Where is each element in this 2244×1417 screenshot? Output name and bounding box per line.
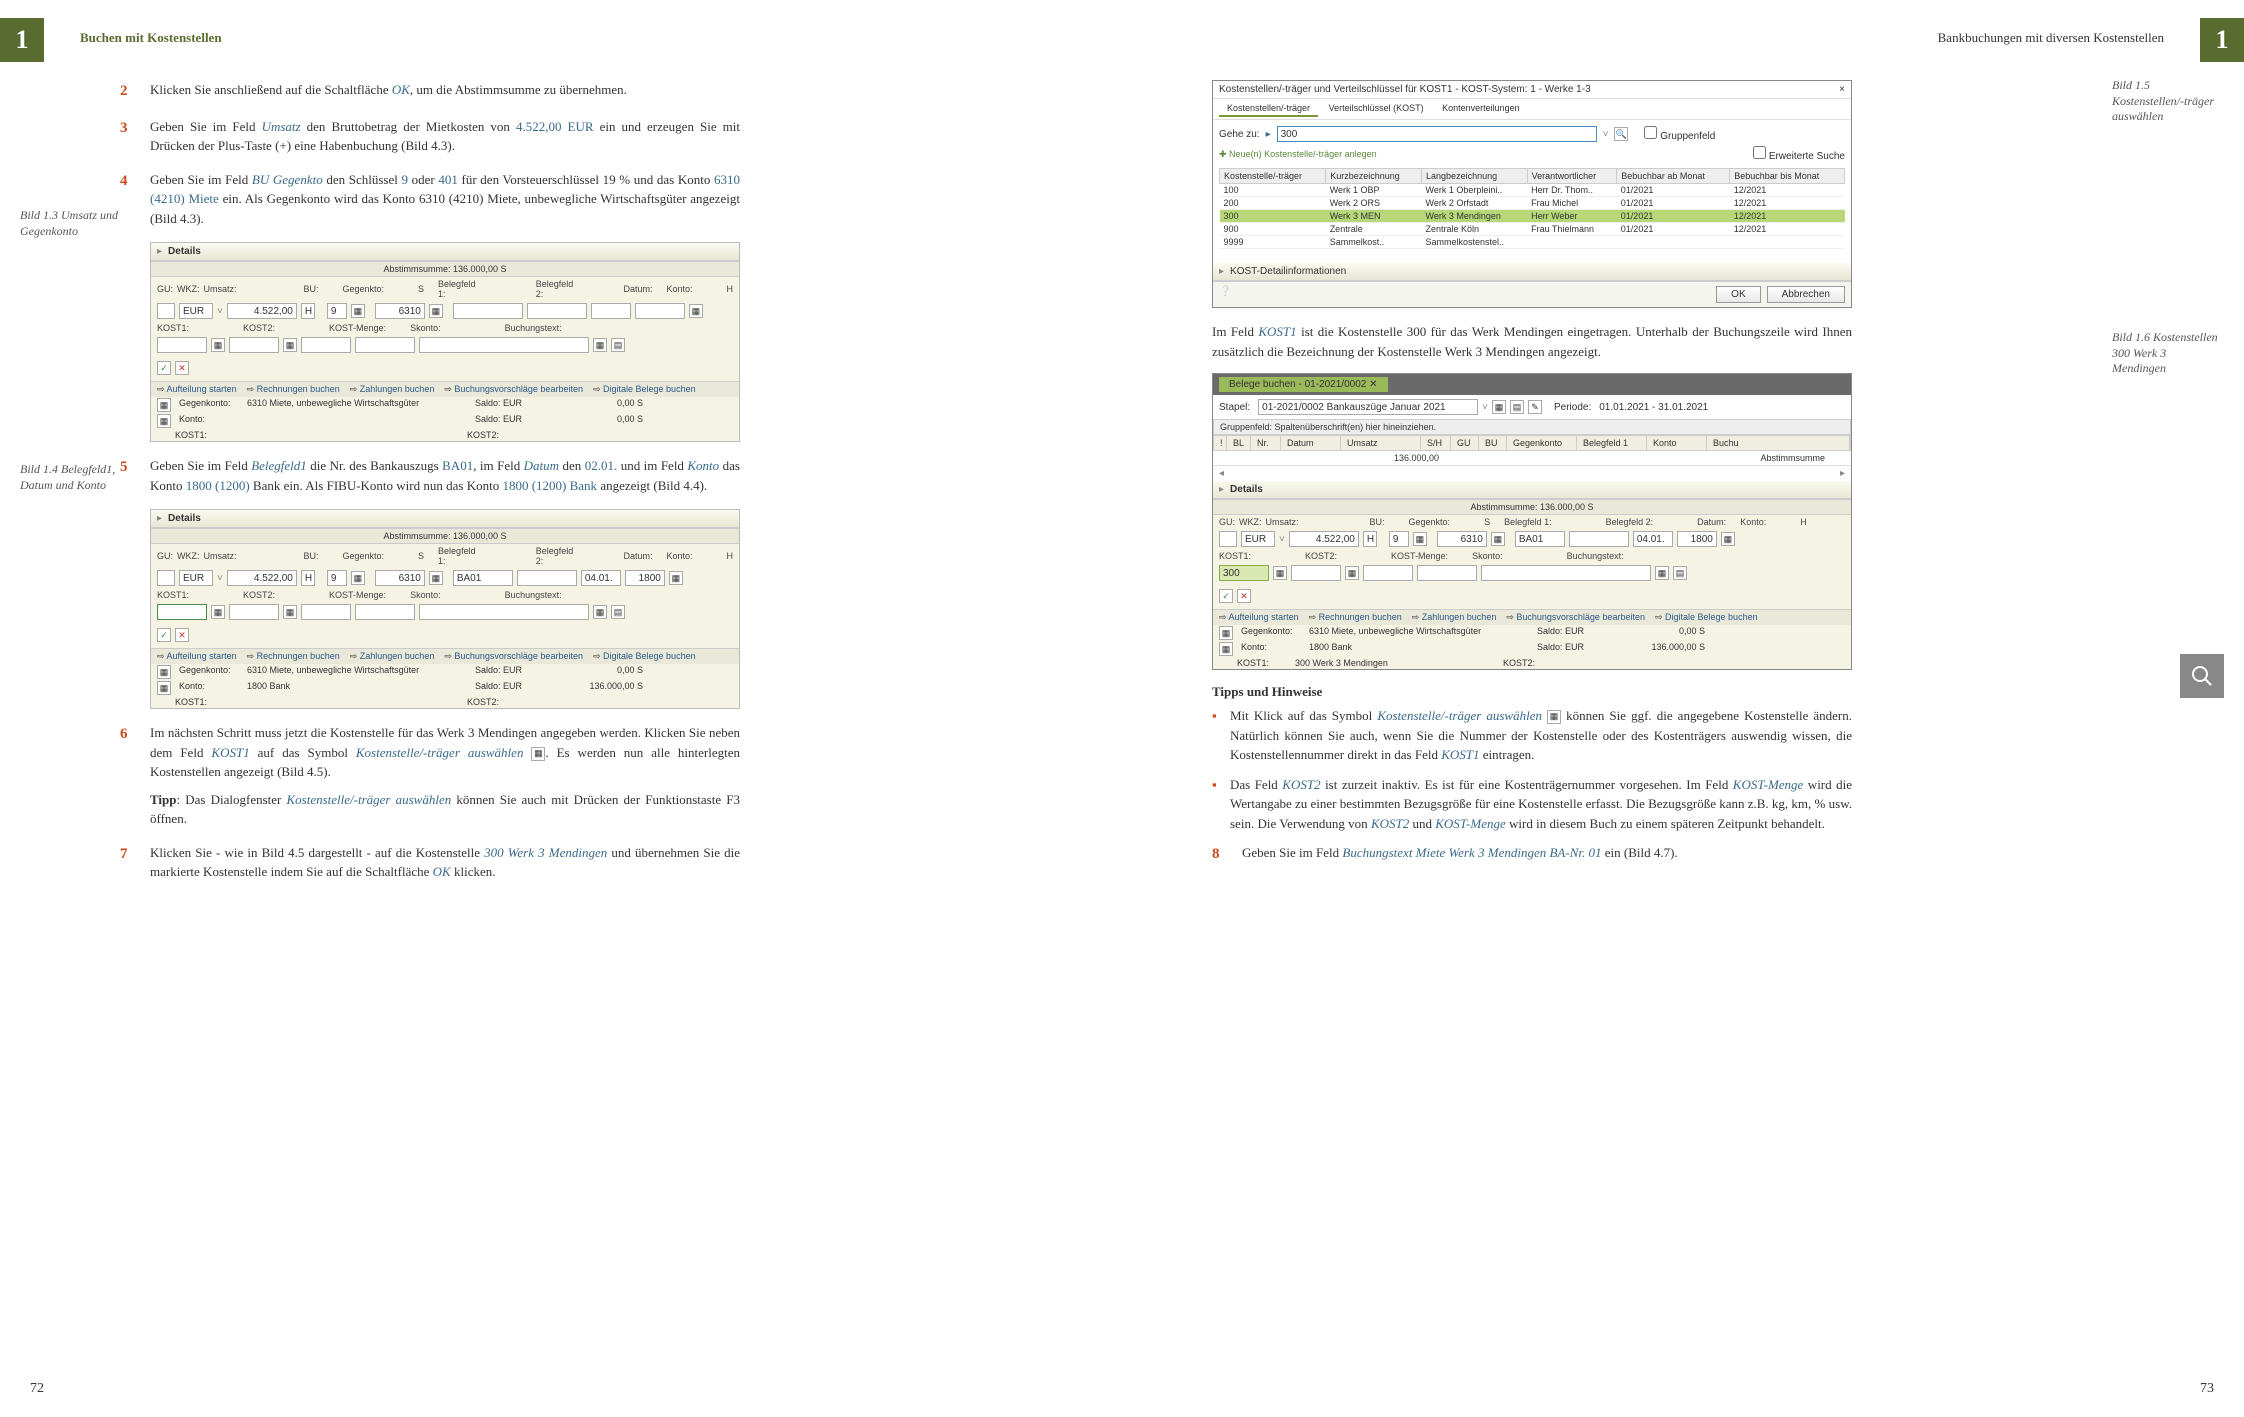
- paragraph: Im Feld KOST1 ist die Kostenstelle 300 f…: [1212, 322, 1852, 361]
- chapter-tab: 1: [2200, 18, 2244, 62]
- screenshot-4-3: ▸Details Abstimmsumme: 136.000,00 S GU: …: [150, 242, 740, 442]
- chapter-tab: 1: [0, 18, 44, 62]
- lookup-icon[interactable]: ▦: [211, 605, 225, 619]
- edit-icon[interactable]: ✎: [1528, 400, 1542, 414]
- icon[interactable]: ▤: [1510, 400, 1524, 414]
- lookup-icon[interactable]: ▦: [429, 571, 443, 585]
- header-right: Bankbuchungen mit diversen Kostenstellen: [1938, 30, 2164, 46]
- info-icon: ▦: [1219, 626, 1233, 640]
- page-right: 1 Bankbuchungen mit diversen Kostenstell…: [1122, 0, 2244, 1417]
- kost1-input[interactable]: 300: [1219, 565, 1269, 581]
- header-left: Buchen mit Kostenstellen: [80, 30, 222, 46]
- step-text: Klicken Sie - wie in Bild 4.5 dargestell…: [150, 843, 740, 882]
- content-right: Kostenstellen/-träger und Verteilschlüss…: [1212, 80, 1852, 866]
- page-left: 1 Buchen mit Kostenstellen 72 Bild 1.3 U…: [0, 0, 1122, 1417]
- icon[interactable]: ▦: [1492, 400, 1506, 414]
- margin-note-1: Bild 1.3 Umsatz und Gegenkonto: [20, 208, 130, 239]
- lookup-icon[interactable]: ▦: [283, 605, 297, 619]
- check-icon[interactable]: ✓: [157, 361, 171, 375]
- page-number: 72: [30, 1381, 44, 1397]
- lookup-icon[interactable]: ▦: [669, 571, 683, 585]
- info-icon: ▦: [157, 681, 171, 695]
- step-text: Geben Sie im Feld BU Gegenkto den Schlüs…: [150, 170, 740, 229]
- step-text: Klicken Sie anschließend auf die Schaltf…: [150, 80, 740, 103]
- belege-tab[interactable]: Belege buchen - 01-2021/0002 ✕: [1219, 377, 1388, 392]
- lookup-icon[interactable]: ▦: [1273, 566, 1287, 580]
- dialog-tab[interactable]: Verteilschlüssel (KOST): [1321, 101, 1432, 117]
- lookup-icon[interactable]: ▦: [429, 304, 443, 318]
- grid-header: ! BL Nr. Datum Umsatz S/H GU BU Gegenkon…: [1213, 435, 1851, 451]
- step-5: 5 Geben Sie im Feld Belegfeld1 die Nr. d…: [120, 456, 740, 495]
- step-num: 3: [120, 117, 150, 156]
- kostenstelle-table: Kostenstelle/-trägerKurzbezeichnung Lang…: [1219, 168, 1845, 249]
- kostenstelle-dialog: Kostenstellen/-träger und Verteilschlüss…: [1212, 80, 1852, 308]
- close-icon[interactable]: ×: [1839, 84, 1845, 95]
- lookup-icon[interactable]: ▦: [351, 571, 365, 585]
- search-badge: [2180, 654, 2224, 698]
- lookup-icon[interactable]: ▦: [1491, 532, 1505, 546]
- tip-2: ▪ Das Feld KOST2 ist zurzeit inaktiv. Es…: [1212, 775, 1852, 834]
- dialog-title-text: Kostenstellen/-träger und Verteilschlüss…: [1219, 84, 1591, 95]
- doc-icon[interactable]: ▤: [1673, 566, 1687, 580]
- gruppen-checkbox[interactable]: [1644, 126, 1657, 139]
- step-8: 8 Geben Sie im Feld Buchungstext Miete W…: [1212, 843, 1852, 866]
- step-num: 7: [120, 843, 150, 882]
- lookup-icon[interactable]: ▦: [1413, 532, 1427, 546]
- step-text: Geben Sie im Feld Belegfeld1 die Nr. des…: [150, 456, 740, 495]
- dialog-tab[interactable]: Kontenverteilungen: [1434, 101, 1528, 117]
- margin-note-2: Bild 1.4 Belegfeld1, Datum und Konto: [20, 462, 130, 493]
- lookup-icon[interactable]: ▦: [689, 304, 703, 318]
- table-row[interactable]: 900ZentraleZentrale KölnFrau Thielmann01…: [1220, 223, 1845, 236]
- tips-heading: Tipps und Hinweise: [1212, 684, 1852, 700]
- tip-1: ▪ Mit Klick auf das Symbol Kostenstelle/…: [1212, 706, 1852, 765]
- info-icon: ▦: [157, 414, 171, 428]
- erweitert-checkbox[interactable]: [1753, 146, 1766, 159]
- step-text: Geben Sie im Feld Umsatz den Bruttobetra…: [150, 117, 740, 156]
- magnify-icon: [2190, 664, 2214, 688]
- info-icon: ▦: [1219, 642, 1233, 656]
- doc-icon[interactable]: ▤: [611, 338, 625, 352]
- attach-icon[interactable]: ▦: [593, 605, 607, 619]
- belege-screenshot: Belege buchen - 01-2021/0002 ✕ Stapel: 0…: [1212, 373, 1852, 670]
- table-row[interactable]: 300Werk 3 MENWerk 3 MendingenHerr Weber0…: [1220, 210, 1845, 223]
- cancel-icon[interactable]: ✕: [1237, 589, 1251, 603]
- dialog-tab[interactable]: Kostenstellen/-träger: [1219, 101, 1318, 117]
- margin-note-3: Bild 1.5 Kostenstellen/-träger auswählen: [2112, 78, 2222, 125]
- step-2: 2 Klicken Sie anschließend auf die Schal…: [120, 80, 740, 103]
- content-left: 2 Klicken Sie anschließend auf die Schal…: [120, 80, 740, 882]
- doc-icon[interactable]: ▤: [611, 605, 625, 619]
- step-text: Im nächsten Schritt muss jetzt die Koste…: [150, 723, 740, 829]
- table-row[interactable]: 100Werk 1 OBPWerk 1 Oberpleini..Herr Dr.…: [1220, 184, 1845, 197]
- lookup-icon[interactable]: ▦: [1721, 532, 1735, 546]
- attach-icon[interactable]: ▦: [1655, 566, 1669, 580]
- lookup-icon[interactable]: ▦: [283, 338, 297, 352]
- check-icon[interactable]: ✓: [1219, 589, 1233, 603]
- step-num: 2: [120, 80, 150, 103]
- new-link[interactable]: ✚ Neue(n) Kostenstelle/-träger anlegen: [1219, 149, 1377, 160]
- table-row[interactable]: 200Werk 2 ORSWerk 2 OrfstadtFrau Michel0…: [1220, 197, 1845, 210]
- ok-button[interactable]: OK: [1716, 286, 1760, 303]
- step-6: 6 Im nächsten Schritt muss jetzt die Kos…: [120, 723, 740, 829]
- step-4: 4 Geben Sie im Feld BU Gegenkto den Schl…: [120, 170, 740, 229]
- step-text: Geben Sie im Feld Buchungstext Miete Wer…: [1242, 843, 1852, 866]
- check-icon[interactable]: ✓: [157, 628, 171, 642]
- info-icon: ▦: [157, 398, 171, 412]
- step-num: 6: [120, 723, 150, 829]
- lookup-icon[interactable]: ▦: [351, 304, 365, 318]
- lookup-icon[interactable]: ▦: [1345, 566, 1359, 580]
- step-num: 8: [1212, 843, 1242, 866]
- cancel-button[interactable]: Abbrechen: [1767, 286, 1845, 303]
- step-7: 7 Klicken Sie - wie in Bild 4.5 dargeste…: [120, 843, 740, 882]
- screenshot-4-4: ▸Details Abstimmsumme: 136.000,00 S GU: …: [150, 509, 740, 709]
- info-icon: ▦: [157, 665, 171, 679]
- attach-icon[interactable]: ▦: [593, 338, 607, 352]
- table-row[interactable]: 9999Sammelkost..Sammelkostenstel..: [1220, 236, 1845, 249]
- page-number: 73: [2200, 1381, 2214, 1397]
- margin-note-4: Bild 1.6 Kostenstellen 300 Werk 3 Mendin…: [2112, 330, 2222, 377]
- step-3: 3 Geben Sie im Feld Umsatz den Bruttobet…: [120, 117, 740, 156]
- search-icon[interactable]: 🔍: [1614, 127, 1628, 141]
- cancel-icon[interactable]: ✕: [175, 361, 189, 375]
- cancel-icon[interactable]: ✕: [175, 628, 189, 642]
- lookup-icon[interactable]: ▦: [211, 338, 225, 352]
